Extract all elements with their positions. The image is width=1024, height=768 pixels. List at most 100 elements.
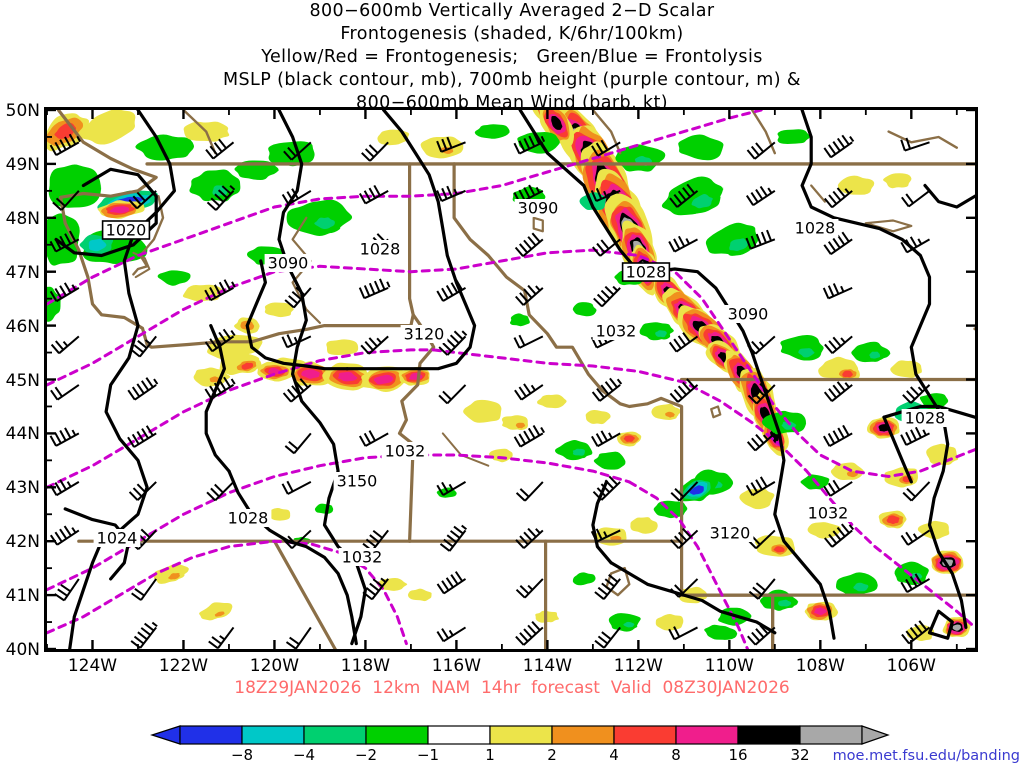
wind-barb bbox=[436, 185, 466, 202]
shading-blob bbox=[869, 351, 881, 359]
shading-blob bbox=[266, 508, 291, 521]
wind-barb bbox=[668, 332, 699, 353]
lon-label-120W: 120W bbox=[249, 656, 300, 676]
contour-label: 1032 bbox=[342, 548, 383, 567]
wind-barb bbox=[591, 377, 623, 402]
lon-label-118W: 118W bbox=[340, 656, 391, 676]
state-border bbox=[532, 216, 544, 233]
wind-barb bbox=[824, 335, 853, 354]
height-contour-700mb bbox=[47, 248, 975, 479]
wind-barb bbox=[591, 430, 621, 448]
shading-blob bbox=[373, 374, 394, 385]
wind-barb bbox=[900, 426, 930, 446]
wind-barb bbox=[515, 284, 544, 306]
wind-barb bbox=[358, 430, 389, 447]
shading-blob bbox=[47, 286, 61, 322]
contour-label-bg bbox=[381, 442, 429, 460]
wind-barb bbox=[127, 377, 159, 401]
colorbar-band-1 bbox=[241, 725, 305, 745]
lon-label-122W: 122W bbox=[158, 656, 209, 676]
shading-blob bbox=[729, 238, 749, 252]
wind-barb bbox=[747, 382, 776, 405]
wind-barb bbox=[50, 335, 80, 355]
axis-ticks bbox=[47, 110, 975, 649]
shading-blob bbox=[537, 394, 568, 409]
state-border bbox=[272, 539, 337, 649]
shading-blob bbox=[88, 238, 107, 252]
height-contour-700mb bbox=[47, 453, 631, 592]
wind-barb bbox=[284, 286, 312, 309]
colorbar-band-6 bbox=[551, 725, 615, 745]
contour-label-bg bbox=[93, 529, 141, 547]
mslp-contour bbox=[882, 415, 913, 484]
wind-barb bbox=[127, 425, 157, 448]
state-border bbox=[710, 405, 722, 419]
contour-label: 1032 bbox=[596, 322, 637, 341]
colorbar-tick--4: −4 bbox=[292, 746, 316, 764]
state-border bbox=[810, 184, 826, 203]
wind-barb bbox=[208, 626, 235, 649]
mslp-contour bbox=[54, 167, 158, 258]
shading-blob bbox=[926, 443, 959, 465]
wind-barb bbox=[206, 481, 235, 502]
colorbar-tick-1: 1 bbox=[485, 746, 495, 764]
wind-barb bbox=[746, 432, 776, 452]
wind-barb bbox=[49, 282, 80, 303]
wind-barb bbox=[592, 238, 621, 257]
map-plot-area[interactable]: 1020 3090 1028 3090 1028 1028 3090 1032 3120 1032… bbox=[44, 107, 978, 652]
state-border bbox=[441, 432, 490, 467]
wind-barb bbox=[515, 578, 544, 599]
wind-barb bbox=[54, 578, 80, 602]
shading-blob bbox=[846, 471, 858, 478]
shading-blob bbox=[807, 522, 842, 539]
state-border bbox=[182, 110, 217, 155]
wind-barb bbox=[900, 137, 930, 152]
wind-barb bbox=[49, 427, 80, 447]
lat-label-49N: 49N bbox=[5, 154, 40, 175]
colorbar-swatches bbox=[150, 725, 890, 745]
shading-blob bbox=[952, 624, 962, 631]
shading-blob bbox=[814, 607, 828, 616]
contour-label-bg bbox=[224, 509, 272, 527]
lon-label-108W: 108W bbox=[795, 656, 845, 676]
shading-blob bbox=[883, 173, 912, 189]
wind-barb bbox=[282, 378, 312, 403]
shading-blob bbox=[157, 270, 191, 286]
contour-label-bg bbox=[333, 472, 381, 490]
shading-blob bbox=[777, 129, 812, 144]
lon-label-124W: 124W bbox=[67, 656, 118, 676]
wind-barb bbox=[668, 626, 698, 641]
mslp-contour bbox=[204, 324, 231, 473]
shading-blob bbox=[689, 485, 704, 495]
wind-barb bbox=[128, 190, 157, 210]
colorbar-band-10 bbox=[799, 725, 863, 745]
shading-blob bbox=[407, 588, 432, 602]
contour-label: 1020 bbox=[106, 221, 147, 240]
shading-blob bbox=[314, 503, 334, 514]
colorbar-left-arrow bbox=[150, 725, 181, 745]
colorbar-tick-2: 2 bbox=[547, 746, 557, 764]
lat-label-48N: 48N bbox=[5, 208, 40, 229]
contour-label-box bbox=[101, 220, 151, 240]
title-line-2: Frontogenesis (shaded, K/6hr/100km) bbox=[340, 24, 684, 44]
wind-barb bbox=[513, 425, 545, 448]
wind-barb bbox=[358, 184, 389, 205]
shading-blob bbox=[510, 313, 530, 327]
height-contour-700mb bbox=[47, 348, 436, 489]
wind-barb bbox=[594, 626, 621, 649]
wind-barb bbox=[900, 529, 931, 546]
lat-label-44N: 44N bbox=[5, 424, 40, 445]
wind-barb bbox=[670, 481, 699, 502]
attribution-link[interactable]: moe.met.fsu.edu/banding bbox=[832, 748, 1020, 764]
lon-label-106W: 106W bbox=[886, 656, 936, 676]
contour-label: 1028 bbox=[360, 240, 401, 259]
contour-label: 3120 bbox=[710, 524, 751, 543]
wind-barb bbox=[49, 230, 80, 253]
wind-barb bbox=[514, 232, 544, 257]
shading-blob bbox=[326, 339, 359, 356]
height-contour-700mb bbox=[47, 110, 763, 306]
wind-barb bbox=[281, 334, 312, 349]
shading-blob bbox=[842, 370, 853, 378]
shading-blob bbox=[798, 348, 815, 358]
shading-blob bbox=[301, 369, 320, 379]
